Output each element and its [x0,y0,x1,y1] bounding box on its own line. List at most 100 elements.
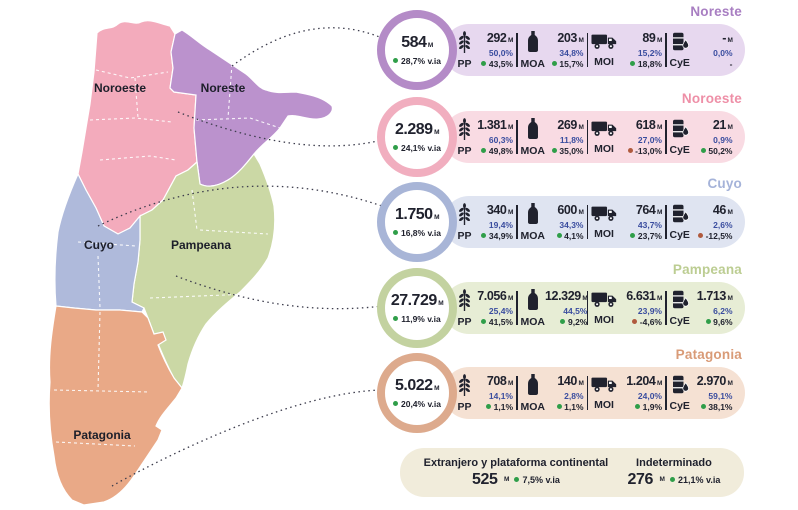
variation-dot [630,233,636,238]
region-name: Pampeana [672,262,742,277]
category-label: PP [457,315,472,328]
category-unit: M [578,123,584,131]
category-value: 140 [557,373,577,388]
category-unit: M [727,208,733,216]
category-unit: M [507,36,513,44]
total-value: 5.022 [395,376,433,394]
category-variation: 1,1% [564,401,584,412]
region-name: Patagonia [675,347,742,362]
total-unit: M [434,213,439,221]
category-unit: M [507,208,513,216]
wheat-icon [457,30,472,58]
category-moa: MOA 140 M 2,8% 1,1% [521,367,584,419]
region-row: Cuyo PP 340 M 19,4% 34,9% MOA 600 M 34,3% … [375,175,747,265]
category-label: CyE [669,57,690,69]
category-share: 19,4% [488,219,513,230]
region-pill: PP 1.381 M 60,3% 49,8% MOA 269 M 11,8% 35,… [443,111,745,163]
bottle-icon [527,30,539,58]
footer-variation: 21,1% v.ia [677,474,721,485]
bottle-icon [527,202,539,230]
variation-dot [627,148,633,153]
bottle-icon [527,373,539,401]
footer-unit: M [504,476,510,483]
category-variation: 1,1% [493,401,513,412]
category-moa: MOA 269 M 11,8% 35,0% [521,111,584,163]
category-value: 89 [642,30,656,45]
category-unit: M [656,379,662,387]
category-share: 14,1% [488,390,513,401]
category-pp: PP 340 M 19,4% 34,9% [457,196,513,248]
oil-barrel-icon [671,31,689,57]
wheat-icon [457,117,472,145]
oil-barrel-icon [671,374,689,400]
footer-label: Indeterminado [636,456,712,469]
category-value: 2.970 [696,373,727,388]
truck-icon [591,375,617,399]
total-value: 27.729 [390,291,437,309]
category-variation: 38,1% [708,401,733,412]
category-unit: M [727,123,733,131]
category-share: 43,7% [637,219,662,230]
connector-lines [97,27,383,487]
category-share: 34,3% [559,219,584,230]
category-moi: MOI 1.204 M 24,0% 1,9% [591,367,662,419]
category-unit: M [656,294,662,302]
region-row: Noroeste PP 1.381 M 60,3% 49,8% MOA 269 M … [375,90,747,180]
category-moi: MOI 764 M 43,7% 23,7% [591,196,662,248]
category-variation: 23,7% [637,230,662,241]
category-variation: 1,9% [642,401,662,412]
category-variation: 9,2% [567,316,588,327]
total-variation: 11,9% v.ia [401,313,441,324]
category-moi: MOI 89 M 15,2% 18,8% [591,24,662,76]
connector-noroeste [177,111,383,147]
category-unit: M [507,379,513,387]
category-share: 34,8% [559,47,584,58]
category-pp: PP 708 M 14,1% 1,1% [457,367,513,419]
category-unit: M [656,123,662,131]
category-share: 11,8% [559,134,584,145]
category-value: 46 [712,202,727,217]
category-share: 59,1% [708,390,733,401]
variation-dot [556,404,562,409]
category-label: CyE [669,229,690,241]
divider [586,205,588,239]
category-label: MOI [594,399,614,411]
category-variation: 50,2% [708,145,733,156]
region-total-circle: 584 M 28,7% v.ia [377,10,457,90]
variation-dot [556,233,562,238]
category-variation: 49,8% [488,145,513,156]
region-total-circle: 2.289 M 24,1% v.ia [377,97,457,177]
category-cye: CyE 46 M 2,6% -12,5% [670,196,733,248]
variation-dot [630,61,636,66]
variation-dot [392,58,398,63]
total-variation: 20,4% v.ia [400,398,441,409]
footer-pill: Extranjero y plataforma continental 525 M… [400,448,744,497]
category-share: 2,8% [564,390,584,401]
category-variation: 35,0% [559,145,584,156]
category-variation: -12,5% [705,230,733,241]
category-label: MOI [594,228,614,240]
category-unit: M [727,379,733,387]
variation-dot [669,477,675,482]
divider [516,205,518,239]
region-name: Noroeste [681,91,742,106]
variation-dot [722,61,727,66]
category-variation: 4,1% [564,230,584,241]
truck-icon [591,32,617,56]
category-moa: MOA 12.329 M 44,5% 9,2% [521,282,588,334]
category-variation: 41,5% [488,316,513,327]
category-moi: MOI 618 M 27,0% -13,0% [591,111,662,163]
category-value: 21 [712,117,727,132]
category-label: MOA [520,145,546,157]
category-value: 340 [486,202,507,217]
total-value: 584 [401,33,427,51]
category-pp: PP 1.381 M 60,3% 49,8% [457,111,513,163]
total-unit: M [434,128,439,136]
category-value: 764 [635,202,656,217]
category-cye: CyE 21 M 0,9% 50,2% [670,111,733,163]
variation-dot [698,233,704,238]
category-label: CyE [669,144,690,156]
footer-value: 525 [472,470,498,488]
total-value: 2.289 [395,120,433,138]
region-pill: PP 708 M 14,1% 1,1% MOA 140 M 2,8% 1,1% MO… [443,367,745,419]
